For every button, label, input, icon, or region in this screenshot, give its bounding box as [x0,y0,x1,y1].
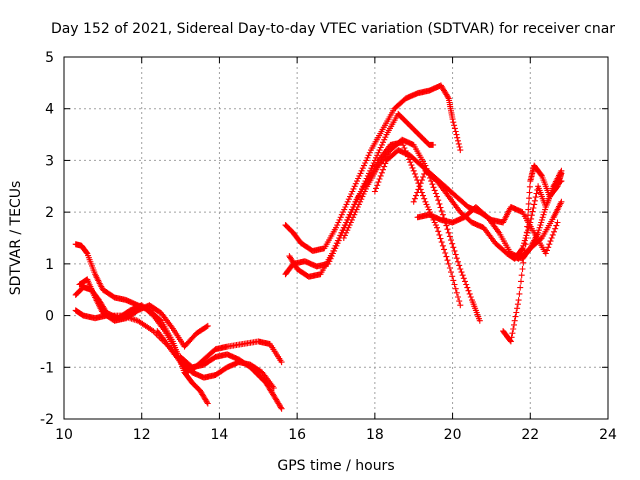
y-tick-label: 2 [45,205,54,221]
x-tick-label: 24 [599,427,617,443]
x-tick-label: 18 [366,427,384,443]
y-tick-label: -2 [40,412,54,428]
y-tick-label: 1 [45,257,54,273]
data-series [72,82,565,412]
y-tick-label: -1 [40,360,54,376]
y-tick-label: 4 [45,102,54,118]
y-tick-label: 3 [45,153,54,169]
y-tick-label: 5 [45,50,54,66]
plot-frame [63,56,609,420]
x-tick-label: 12 [133,427,151,443]
x-tick-label: 22 [521,427,539,443]
x-tick-label: 10 [55,427,73,443]
series-arc-3 [76,276,211,350]
y-axis-label: SDTVAR / TECUs [8,181,24,296]
y-tick-label: 0 [45,309,54,325]
x-tick-label: 14 [211,427,229,443]
series-arc-6 [177,351,285,412]
x-tick-label: 20 [444,427,462,443]
grid [64,57,608,419]
series-arc-10 [340,136,483,324]
series-arc-15 [504,178,565,262]
series-arc-7 [282,82,464,254]
series-arc-5 [154,328,285,373]
chart-title: Day 152 of 2021, Sidereal Day-to-day VTE… [51,21,615,37]
x-tick-label: 16 [288,427,306,443]
x-axis-label: GPS time / hours [277,458,394,474]
